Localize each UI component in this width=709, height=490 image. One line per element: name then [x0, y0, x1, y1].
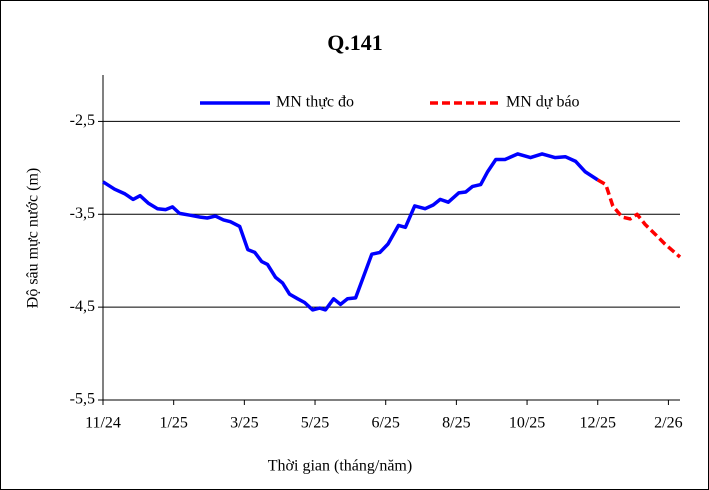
- x-tick-label: 1/25: [159, 415, 187, 432]
- x-tick-label: 6/25: [371, 415, 399, 432]
- x-tick-label: 5/25: [301, 415, 329, 432]
- legend-label: MN thực đo: [276, 94, 354, 111]
- series-line: [596, 178, 682, 259]
- x-tick-label: 8/25: [442, 415, 470, 432]
- y-tick-label: -2,5: [70, 112, 95, 129]
- x-tick-label: 11/24: [85, 415, 121, 432]
- y-tick-label: -5,5: [70, 391, 95, 408]
- x-axis-label: Thời gian (tháng/năm): [268, 458, 412, 475]
- x-tick-label: 12/25: [580, 415, 616, 432]
- legend-label: MN dự báo: [506, 94, 580, 111]
- x-tick-label: 2/26: [654, 415, 682, 432]
- chart-title: Q.141: [327, 30, 383, 55]
- series-line: [102, 152, 599, 312]
- x-tick-label: 10/25: [509, 415, 545, 432]
- y-tick-label: -3,5: [70, 205, 95, 222]
- x-tick-label: 3/25: [230, 415, 258, 432]
- y-tick-label: -4,5: [70, 298, 95, 315]
- y-axis-label: Độ sâu mực nước (m): [25, 168, 42, 308]
